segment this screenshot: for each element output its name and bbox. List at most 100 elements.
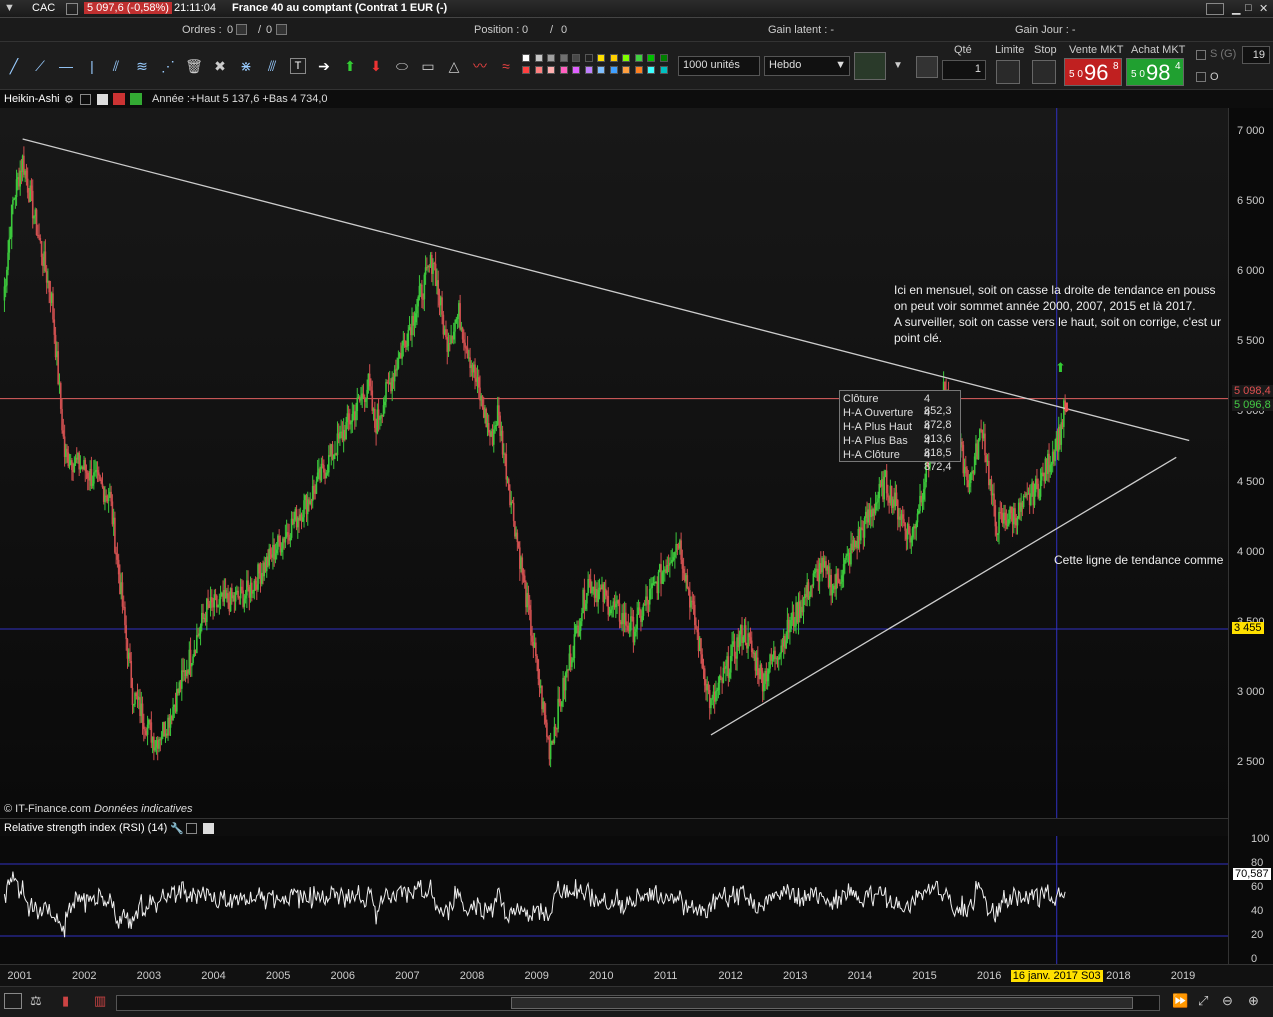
tools-icon[interactable]: ✖ xyxy=(214,58,226,74)
color-swatch[interactable] xyxy=(597,54,605,62)
arrow-tool-icon[interactable]: ➔ xyxy=(318,58,330,74)
color-swatch[interactable] xyxy=(609,54,618,62)
scroll-track[interactable] xyxy=(116,995,1160,1011)
wrench-icon[interactable]: 🔧 xyxy=(170,823,184,835)
candles-icon[interactable]: ▥ xyxy=(94,993,107,1008)
add-icon[interactable] xyxy=(130,93,142,105)
channel-tool-icon[interactable]: ⫽ xyxy=(112,58,120,74)
candle-body xyxy=(244,595,247,599)
color-swatch[interactable] xyxy=(584,66,593,74)
ray-tool-icon[interactable]: ⟋ xyxy=(35,58,45,74)
window-icon[interactable] xyxy=(186,823,197,834)
candle-body xyxy=(390,382,392,392)
compare-icon[interactable]: ⚖ xyxy=(30,993,42,1008)
indicator-icon[interactable]: ▮ xyxy=(62,993,70,1008)
candle-body xyxy=(43,251,45,266)
units-select[interactable]: 1000 unités xyxy=(678,56,760,76)
buy-market-button[interactable]: 5 0 98 4 xyxy=(1126,58,1184,86)
text-tool-icon[interactable]: T xyxy=(290,58,306,74)
triangle-tool-icon[interactable]: △ xyxy=(448,58,460,74)
s-checkbox[interactable] xyxy=(1196,50,1206,60)
o-checkbox[interactable] xyxy=(1196,72,1206,82)
keyboard-icon[interactable] xyxy=(1206,3,1224,15)
trash-icon[interactable]: 🗑 xyxy=(185,58,203,74)
sell-market-button[interactable]: 5 0 96 8 xyxy=(1064,58,1122,86)
color-swatch[interactable] xyxy=(622,66,630,74)
wrench-icon[interactable] xyxy=(916,56,938,78)
period-select[interactable]: Hebdo ▼ xyxy=(764,56,850,76)
color-swatch[interactable] xyxy=(534,66,543,74)
save-icon[interactable] xyxy=(97,94,108,105)
candle-body xyxy=(757,657,759,676)
color-swatch[interactable] xyxy=(634,54,643,62)
fibonacci-tool-icon[interactable]: ≋ xyxy=(136,58,148,74)
chart-type-label[interactable]: Heikin-Ashi xyxy=(4,93,60,105)
order-book-button[interactable] xyxy=(854,52,886,80)
andrews-tool-icon[interactable]: ⋇ xyxy=(240,58,252,74)
color-swatch[interactable] xyxy=(559,54,568,62)
checkbox-icon[interactable] xyxy=(66,3,78,15)
limit-order-button[interactable] xyxy=(996,60,1020,84)
color-swatch[interactable] xyxy=(584,54,593,62)
parallel-tool-icon[interactable]: ⫻ xyxy=(267,58,277,74)
zoom-in-icon[interactable]: ⊕ xyxy=(1248,993,1259,1008)
settings-icon[interactable]: ⚙ xyxy=(64,94,74,106)
indicator-tool-icon[interactable]: 〰 xyxy=(473,58,487,74)
main-chart[interactable]: Ici en mensuel, soit on casse la droite … xyxy=(0,108,1228,818)
minimize-icon[interactable]: ▁ xyxy=(1232,3,1241,15)
color-swatch[interactable] xyxy=(547,54,555,62)
cancel-orders-icon[interactable] xyxy=(236,24,247,35)
pattern-tool-icon[interactable]: ≈ xyxy=(502,58,510,74)
ellipse-tool-icon[interactable]: ⬭ xyxy=(396,58,408,74)
color-swatch[interactable] xyxy=(597,66,605,74)
menu-icon[interactable]: ▼ xyxy=(4,2,15,14)
time-axis[interactable]: 2001 2002 2003 2004 2005 2006 2007 2008 2009 2010… xyxy=(0,964,1273,986)
color-swatch[interactable] xyxy=(647,66,655,74)
color-swatch[interactable] xyxy=(522,66,530,74)
scroll-thumb[interactable] xyxy=(511,997,1133,1009)
line-tool-icon[interactable]: ╱ xyxy=(9,58,19,74)
export-icon[interactable] xyxy=(4,993,22,1009)
dropdown-icon[interactable]: ▼ xyxy=(893,60,903,71)
close-panel-icon[interactable] xyxy=(203,823,214,834)
color-swatch[interactable] xyxy=(572,66,580,74)
window-icon[interactable] xyxy=(80,94,91,105)
delete-icon[interactable] xyxy=(113,93,125,105)
hline-tool-icon[interactable]: — xyxy=(59,58,73,74)
rsi-panel[interactable] xyxy=(0,836,1228,964)
color-swatch[interactable] xyxy=(659,54,668,62)
candle-body xyxy=(356,397,359,412)
rsi-tick-label: 60 xyxy=(1251,881,1264,893)
maximize-icon[interactable]: □ xyxy=(1245,2,1252,14)
color-swatch[interactable] xyxy=(659,66,668,74)
fast-forward-icon[interactable]: ⏩ xyxy=(1172,993,1189,1008)
color-swatch[interactable] xyxy=(634,66,643,74)
candle-body xyxy=(702,667,705,669)
color-swatch[interactable] xyxy=(622,54,630,62)
candle-body xyxy=(627,625,630,631)
color-swatch[interactable] xyxy=(547,66,555,74)
arrow-up-icon[interactable]: ⬆ xyxy=(344,58,356,74)
zoom-out-icon[interactable]: ⊖ xyxy=(1222,993,1233,1008)
qte-input[interactable]: 1 xyxy=(942,60,986,80)
color-swatch[interactable] xyxy=(522,54,530,62)
color-swatch[interactable] xyxy=(559,66,568,74)
color-swatch[interactable] xyxy=(647,54,655,62)
zoom-fit-icon[interactable]: ⤢ xyxy=(1198,993,1209,1008)
vline-tool-icon[interactable]: | xyxy=(90,58,94,74)
candle-body xyxy=(9,237,12,239)
candle-body xyxy=(784,635,786,649)
stop-order-button[interactable] xyxy=(1032,60,1056,84)
count-input[interactable]: 19 xyxy=(1242,46,1270,64)
symbol-label[interactable]: CAC xyxy=(32,2,56,14)
color-swatch[interactable] xyxy=(609,66,618,74)
color-swatch[interactable] xyxy=(572,54,580,62)
rsi-label[interactable]: Relative strength index (RSI) (14) xyxy=(4,822,168,834)
cancel-orders-icon-2[interactable] xyxy=(276,24,287,35)
color-swatch[interactable] xyxy=(534,54,543,62)
gann-tool-icon[interactable]: ⋰ xyxy=(161,58,175,74)
rectangle-tool-icon[interactable]: ▭ xyxy=(421,58,435,74)
arrow-down-icon[interactable]: ⬇ xyxy=(370,58,382,74)
close-icon[interactable]: ✕ xyxy=(1259,3,1269,15)
